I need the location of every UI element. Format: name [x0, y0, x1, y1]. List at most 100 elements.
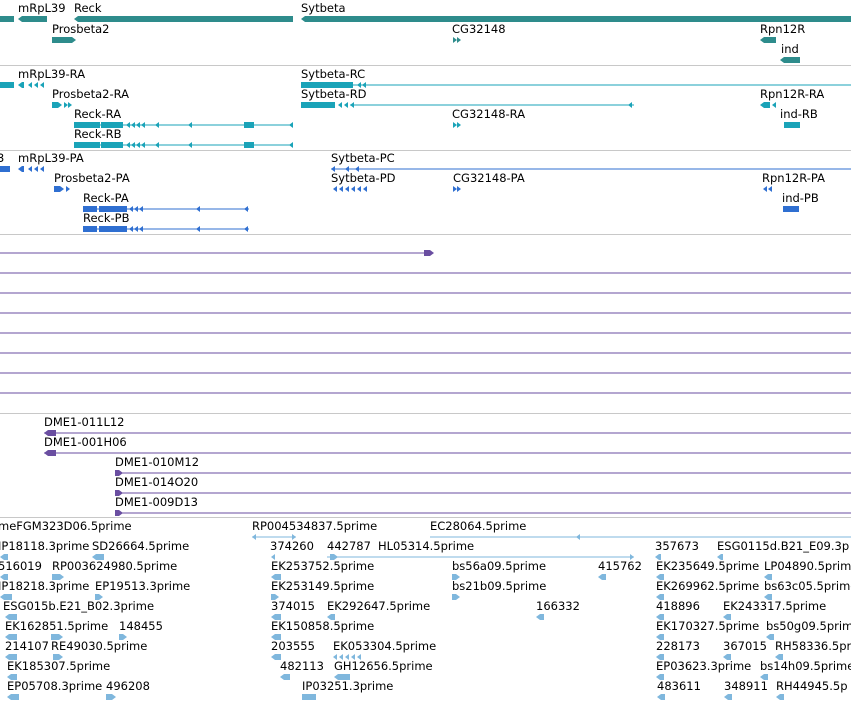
feature-exon[interactable]	[74, 122, 100, 128]
feature-exon[interactable]	[101, 142, 123, 148]
strand-tick-right[interactable]	[453, 122, 457, 128]
strand-tick-left[interactable]	[155, 142, 159, 148]
est-label[interactable]: 203555	[271, 639, 315, 653]
strand-tick-left[interactable]	[355, 166, 359, 172]
strand-tick-left[interactable]	[131, 142, 135, 148]
strand-tick-left[interactable]	[333, 186, 337, 192]
est-label[interactable]: 348911	[724, 679, 768, 693]
feature-exon[interactable]	[74, 142, 100, 148]
est-label[interactable]: EP03623.3prime	[656, 659, 752, 673]
est-glyph[interactable]	[106, 694, 116, 700]
est-label[interactable]: EK162851.5prime	[5, 619, 109, 633]
est-label[interactable]: 482113	[280, 659, 324, 673]
transcript-label-mRpL39-PA[interactable]: mRpL39-PA	[18, 151, 84, 165]
feature-exon[interactable]	[83, 206, 97, 212]
est-glyph[interactable]	[7, 674, 17, 680]
est-label[interactable]: 228173	[656, 639, 700, 653]
est-glyph[interactable]	[723, 614, 731, 620]
transcript-label-Sytbeta-PC[interactable]: Sytbeta-PC	[331, 151, 395, 165]
est-label[interactable]: bs21b09.5prime	[452, 579, 547, 593]
est-label[interactable]: bs14h09.5prime	[760, 659, 851, 673]
strand-tick-left[interactable]	[339, 186, 343, 192]
strand-tick-right[interactable]	[68, 102, 72, 108]
est-label[interactable]: EK243317.5prime	[723, 599, 827, 613]
transcript-label-Rpn12R-RA[interactable]: Rpn12R-RA	[760, 87, 825, 101]
transcript-label-Reck-RA[interactable]: Reck-RA	[74, 107, 122, 121]
strand-tick-right[interactable]	[457, 37, 461, 43]
transcript-label-ind-PB[interactable]: ind-PB	[782, 191, 819, 205]
est-label[interactable]: EK185307.5prime	[7, 659, 111, 673]
feature-exon[interactable]	[99, 206, 127, 212]
est-glyph[interactable]	[656, 654, 664, 660]
est-glyph[interactable]	[717, 554, 723, 560]
est-label[interactable]: 483611	[657, 679, 701, 693]
est-glyph[interactable]	[776, 694, 784, 700]
est-label[interactable]: bs63c05.5prime	[764, 579, 851, 593]
est-label[interactable]: ESG015b.E21_B02.3prime	[3, 599, 155, 613]
est-glyph[interactable]	[724, 694, 732, 700]
est-label[interactable]: EK235649.5prime	[656, 559, 760, 573]
scaffold-label-DME1-001H06[interactable]: DME1-001H06	[44, 435, 127, 449]
strand-tick-left[interactable]	[628, 102, 632, 108]
scaffold-label-DME1-014O20[interactable]: DME1-014O20	[115, 475, 199, 489]
est-glyph[interactable]	[766, 634, 774, 640]
transcript-label-Rpn12R-PA[interactable]: Rpn12R-PA	[762, 171, 825, 185]
scaffold-label-DME1-011L12[interactable]: DME1-011L12	[44, 415, 125, 429]
feature-arrow-left[interactable]	[44, 430, 56, 436]
feature-exon[interactable]	[244, 142, 254, 148]
gene-glyph-mRpL39[interactable]	[18, 16, 47, 22]
feature-exon[interactable]	[244, 122, 254, 128]
transcript-label-Reck-PB[interactable]: Reck-PB	[83, 211, 130, 225]
est-label[interactable]: EK253752.5prime	[271, 559, 375, 573]
est-glyph[interactable]	[5, 634, 17, 640]
strand-tick-left[interactable]	[131, 122, 135, 128]
strand-tick-left[interactable]	[345, 166, 349, 172]
scaffold-label-DME1-010M12[interactable]: DME1-010M12	[115, 455, 200, 469]
est-glyph[interactable]	[52, 574, 64, 580]
strand-tick-left[interactable]	[129, 206, 133, 212]
gene-label-ind[interactable]: ind	[781, 42, 799, 56]
strand-tick-left[interactable]	[362, 82, 366, 88]
est-glyph[interactable]	[656, 634, 664, 640]
est-label[interactable]: GH12656.5prime	[334, 659, 433, 673]
transcript-label-mRpL39-RA[interactable]: mRpL39-RA	[18, 67, 86, 81]
est-label[interactable]: RE49030.5prime	[51, 639, 148, 653]
strand-tick-left[interactable]	[768, 186, 772, 192]
strand-tick-left[interactable]	[141, 142, 145, 148]
est-glyph[interactable]	[280, 674, 290, 680]
feature-exon[interactable]	[301, 102, 335, 108]
strand-tick-left[interactable]	[576, 534, 580, 540]
strand-tick-right[interactable]	[66, 186, 70, 192]
feature-arrow-right[interactable]	[115, 510, 123, 516]
est-label[interactable]: EK292647.5prime	[327, 599, 431, 613]
feature-arrow-left[interactable]	[18, 166, 24, 172]
est-label[interactable]: EK053304.5prime	[333, 639, 437, 653]
transcript-label-Sytbeta-RC[interactable]: Sytbeta-RC	[301, 67, 366, 81]
est-label[interactable]: EC28064.5prime	[430, 519, 527, 533]
strand-tick-left[interactable]	[271, 554, 275, 560]
est-label[interactable]: IP18118.3prime	[0, 539, 90, 553]
est-label[interactable]: 148455	[119, 619, 163, 633]
est-glyph[interactable]	[334, 674, 350, 680]
strand-tick-left[interactable]	[40, 82, 44, 88]
feature-exon[interactable]	[101, 122, 123, 128]
est-label[interactable]: 415762	[598, 559, 642, 573]
strand-tick-left[interactable]	[126, 142, 130, 148]
est-glyph[interactable]	[95, 594, 103, 600]
transcript-label-Reck-RB[interactable]: Reck-RB	[74, 127, 122, 141]
transcript-label-edge[interactable]: 3	[0, 151, 5, 165]
est-label[interactable]: 374015	[271, 599, 315, 613]
est-glyph[interactable]	[7, 694, 19, 700]
est-glyph[interactable]	[5, 654, 17, 660]
gene-glyph[interactable]	[0, 16, 14, 22]
gene-glyph-Rpn12R[interactable]	[760, 37, 776, 43]
strand-tick-left[interactable]	[188, 142, 192, 148]
est-label[interactable]: IP03251.3prime	[302, 679, 394, 693]
strand-tick-left[interactable]	[331, 166, 335, 172]
transcript-glyph-ind-RB[interactable]	[784, 122, 800, 128]
transcript-glyph-ind-PB[interactable]	[783, 206, 799, 212]
strand-tick-left[interactable]	[357, 82, 361, 88]
strand-tick-left[interactable]	[351, 654, 355, 660]
strand-tick-right[interactable]	[453, 37, 457, 43]
est-glyph[interactable]	[656, 574, 664, 580]
